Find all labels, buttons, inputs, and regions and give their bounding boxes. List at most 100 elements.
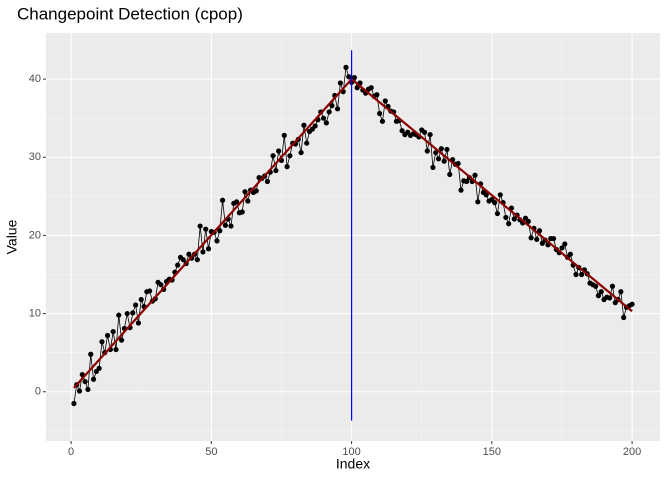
data-point (104, 332, 111, 339)
chart-title: Changepoint Detection (cpop) (17, 4, 243, 23)
data-point (421, 129, 428, 135)
data-point (337, 80, 343, 86)
data-point (217, 228, 223, 234)
data-point (194, 257, 200, 263)
data-point (562, 241, 568, 247)
data-point (301, 122, 307, 128)
data-point (435, 156, 442, 162)
data-point (494, 210, 501, 217)
x-tick-label: 0 (68, 446, 74, 458)
data-point (472, 172, 478, 178)
data-point (197, 223, 203, 229)
y-tick-label: 0 (35, 386, 41, 398)
x-tick-label: 150 (483, 446, 501, 458)
data-point (424, 148, 430, 154)
data-point (82, 378, 88, 385)
data-point (329, 103, 335, 109)
data-point (447, 171, 453, 178)
data-point (298, 149, 304, 156)
data-point (264, 178, 271, 185)
data-point (158, 282, 164, 288)
data-point (203, 226, 209, 232)
data-point (430, 164, 436, 171)
data-point (239, 209, 245, 215)
data-point (113, 346, 119, 353)
data-point (351, 74, 358, 81)
panel (46, 33, 660, 441)
data-point (593, 283, 599, 289)
data-point (573, 271, 579, 278)
data-point (186, 251, 192, 257)
data-point (281, 132, 287, 138)
y-tick-label: 40 (29, 73, 41, 85)
data-point (71, 400, 77, 407)
data-point (629, 301, 635, 307)
data-point (458, 187, 464, 193)
y-axis-label: Value (4, 219, 20, 254)
data-point (618, 289, 624, 295)
data-point (463, 178, 470, 185)
data-point (99, 339, 105, 345)
data-point (284, 164, 290, 170)
data-point (304, 140, 310, 146)
data-point (312, 123, 318, 129)
data-point (346, 74, 352, 80)
data-point (382, 98, 388, 104)
data-point (536, 228, 543, 234)
data-point (433, 149, 439, 156)
data-point (497, 192, 503, 198)
data-point (76, 388, 83, 394)
data-point (607, 295, 613, 301)
data-point (287, 153, 293, 159)
data-point (621, 314, 627, 321)
data-point (343, 64, 349, 70)
data-point (379, 118, 386, 124)
data-point (511, 216, 517, 222)
data-point (147, 288, 153, 294)
data-point (124, 310, 130, 317)
data-point (270, 153, 276, 159)
data-point (135, 320, 142, 326)
data-point (441, 158, 447, 164)
data-point (492, 200, 498, 206)
data-point (438, 146, 444, 152)
data-point (399, 128, 405, 134)
x-tick-label: 200 (623, 446, 641, 458)
data-point (503, 214, 509, 221)
data-point (130, 310, 136, 316)
data-point (233, 199, 240, 205)
y-tick-label: 30 (29, 151, 41, 163)
data-point (323, 120, 329, 126)
data-point (559, 245, 565, 251)
data-point (377, 110, 383, 117)
data-point (609, 283, 616, 289)
data-point (567, 251, 573, 257)
data-point (534, 236, 540, 242)
data-point (175, 262, 181, 268)
data-point (133, 302, 139, 308)
data-point (222, 222, 228, 228)
data-point (116, 312, 122, 318)
data-point (96, 365, 102, 371)
data-point (528, 235, 534, 241)
data-point (180, 257, 186, 263)
data-point (276, 148, 282, 154)
data-point (228, 223, 234, 229)
data-point (245, 198, 251, 204)
y-tick-label: 10 (29, 308, 41, 320)
data-point (354, 85, 360, 91)
data-point (138, 296, 144, 303)
data-point (525, 218, 531, 224)
data-point (595, 293, 602, 299)
data-point (219, 197, 226, 203)
data-point (550, 235, 557, 242)
data-point (85, 386, 91, 393)
data-point (214, 238, 220, 244)
data-point (273, 167, 279, 174)
data-point (374, 92, 380, 98)
data-point (118, 337, 125, 343)
data-point (598, 289, 604, 295)
data-point (506, 221, 512, 227)
data-point (90, 376, 97, 382)
